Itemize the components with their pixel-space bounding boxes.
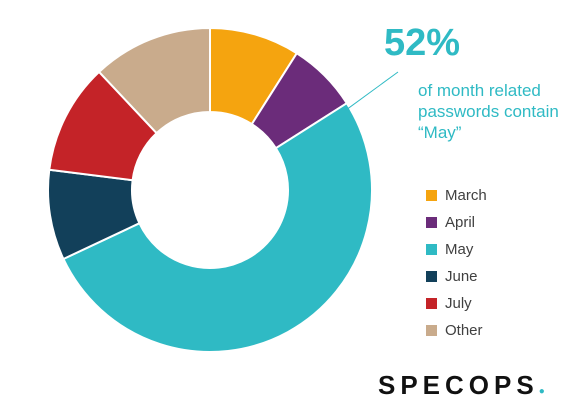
- specops-logo: SPECOPS●: [378, 370, 545, 401]
- legend-swatch: [426, 298, 437, 309]
- legend-swatch: [426, 217, 437, 228]
- legend-item-june: June: [426, 263, 487, 290]
- legend-swatch: [426, 190, 437, 201]
- callout-description: of month related passwords contain “May”: [418, 81, 559, 142]
- legend-item-other: Other: [426, 317, 487, 344]
- slice-other: [97, 26, 211, 135]
- legend-label: June: [445, 268, 478, 285]
- callout-percent: 52%: [384, 22, 461, 64]
- brand-name: SPECOPS: [378, 370, 539, 400]
- legend-item-march: March: [426, 182, 487, 209]
- legend-item-may: May: [426, 236, 487, 263]
- legend-label: March: [445, 187, 487, 204]
- legend-swatch: [426, 325, 437, 336]
- slice-may: [62, 101, 373, 353]
- legend-label: May: [445, 241, 474, 258]
- legend-swatch: [426, 244, 437, 255]
- chart-legend: March April May June July Other: [426, 182, 487, 344]
- legend-item-july: July: [426, 290, 487, 317]
- donut-slices: [47, 26, 373, 353]
- legend-label: Other: [445, 322, 483, 339]
- legend-item-april: April: [426, 209, 487, 236]
- logo-dot-icon: ●: [538, 386, 545, 397]
- legend-label: April: [445, 214, 476, 231]
- legend-swatch: [426, 271, 437, 282]
- legend-label: July: [445, 295, 472, 312]
- callout-leader-line: [344, 71, 399, 112]
